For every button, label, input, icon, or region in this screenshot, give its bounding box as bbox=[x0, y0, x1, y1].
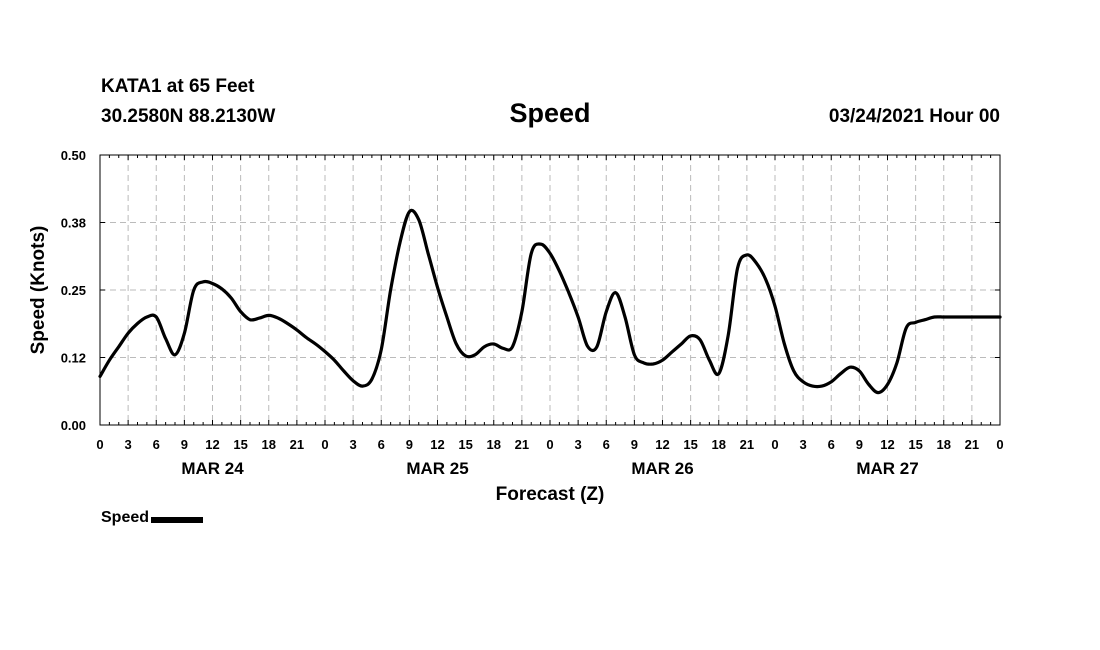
forecast-datetime: 03/24/2021 Hour 00 bbox=[828, 106, 1000, 127]
x-tick-label: 21 bbox=[290, 437, 304, 452]
x-tick-label: 18 bbox=[937, 437, 951, 452]
x-tick-label: 12 bbox=[205, 437, 219, 452]
x-tick-label: 12 bbox=[880, 437, 894, 452]
day-label: MAR 24 bbox=[181, 459, 244, 478]
x-tick-label: 0 bbox=[996, 437, 1003, 452]
x-tick-label: 6 bbox=[603, 437, 610, 452]
x-tick-label: 3 bbox=[350, 437, 357, 452]
y-axis-label: Speed (Knots) bbox=[28, 226, 49, 355]
station-label: KATA1 at 65 Feet bbox=[101, 76, 255, 97]
x-tick-label: 0 bbox=[96, 437, 103, 452]
day-label: MAR 27 bbox=[856, 459, 918, 478]
x-tick-label: 18 bbox=[487, 437, 501, 452]
x-tick-label: 15 bbox=[458, 437, 472, 452]
x-tick-label: 0 bbox=[546, 437, 553, 452]
station-coordinates: 30.2580N 88.2130W bbox=[101, 106, 276, 127]
x-tick-label: 18 bbox=[712, 437, 726, 452]
x-tick-label: 9 bbox=[856, 437, 863, 452]
y-tick-label: 0.50 bbox=[61, 148, 86, 163]
x-tick-label: 3 bbox=[800, 437, 807, 452]
grid bbox=[100, 155, 1000, 425]
x-tick-label: 9 bbox=[406, 437, 413, 452]
x-tick-label: 6 bbox=[378, 437, 385, 452]
y-tick-label: 0.25 bbox=[61, 283, 86, 298]
x-tick-label: 21 bbox=[515, 437, 529, 452]
x-tick-label: 3 bbox=[575, 437, 582, 452]
day-label: MAR 26 bbox=[631, 459, 693, 478]
x-tick-label: 21 bbox=[740, 437, 754, 452]
plot-frame bbox=[99, 154, 1001, 426]
x-axis-label: Forecast (Z) bbox=[496, 484, 605, 505]
x-tick-label: 6 bbox=[828, 437, 835, 452]
legend-swatch-speed bbox=[151, 516, 204, 523]
y-tick-label: 0.00 bbox=[61, 418, 86, 433]
series-layer bbox=[98, 208, 1002, 395]
axis-ticks: 0 3 6 9 12 15 18 21 0 3 6 9 12 15 18 21 0 3 6 9 12 15 18 21 0 3 6 9… bbox=[61, 148, 1004, 478]
x-tick-label: 15 bbox=[683, 437, 697, 452]
legend: Speed bbox=[101, 509, 204, 527]
day-label: MAR 25 bbox=[406, 459, 468, 478]
x-tick-label: 12 bbox=[655, 437, 669, 452]
x-tick-label: 0 bbox=[771, 437, 778, 452]
y-tick-label: 0.12 bbox=[61, 351, 86, 366]
x-tick-label: 9 bbox=[631, 437, 638, 452]
x-tick-label: 15 bbox=[233, 437, 247, 452]
x-tick-label: 0 bbox=[321, 437, 328, 452]
x-tick-label: 15 bbox=[908, 437, 922, 452]
x-tick-label: 6 bbox=[153, 437, 160, 452]
chart-title: Speed bbox=[509, 98, 591, 128]
x-tick-label: 18 bbox=[262, 437, 276, 452]
x-tick-label: 12 bbox=[430, 437, 444, 452]
y-tick-label: 0.38 bbox=[61, 216, 86, 231]
x-tick-label: 9 bbox=[181, 437, 188, 452]
legend-label: Speed bbox=[101, 509, 150, 526]
x-tick-label: 3 bbox=[125, 437, 132, 452]
x-tick-label: 21 bbox=[965, 437, 979, 452]
series-line-speed bbox=[98, 208, 1002, 395]
